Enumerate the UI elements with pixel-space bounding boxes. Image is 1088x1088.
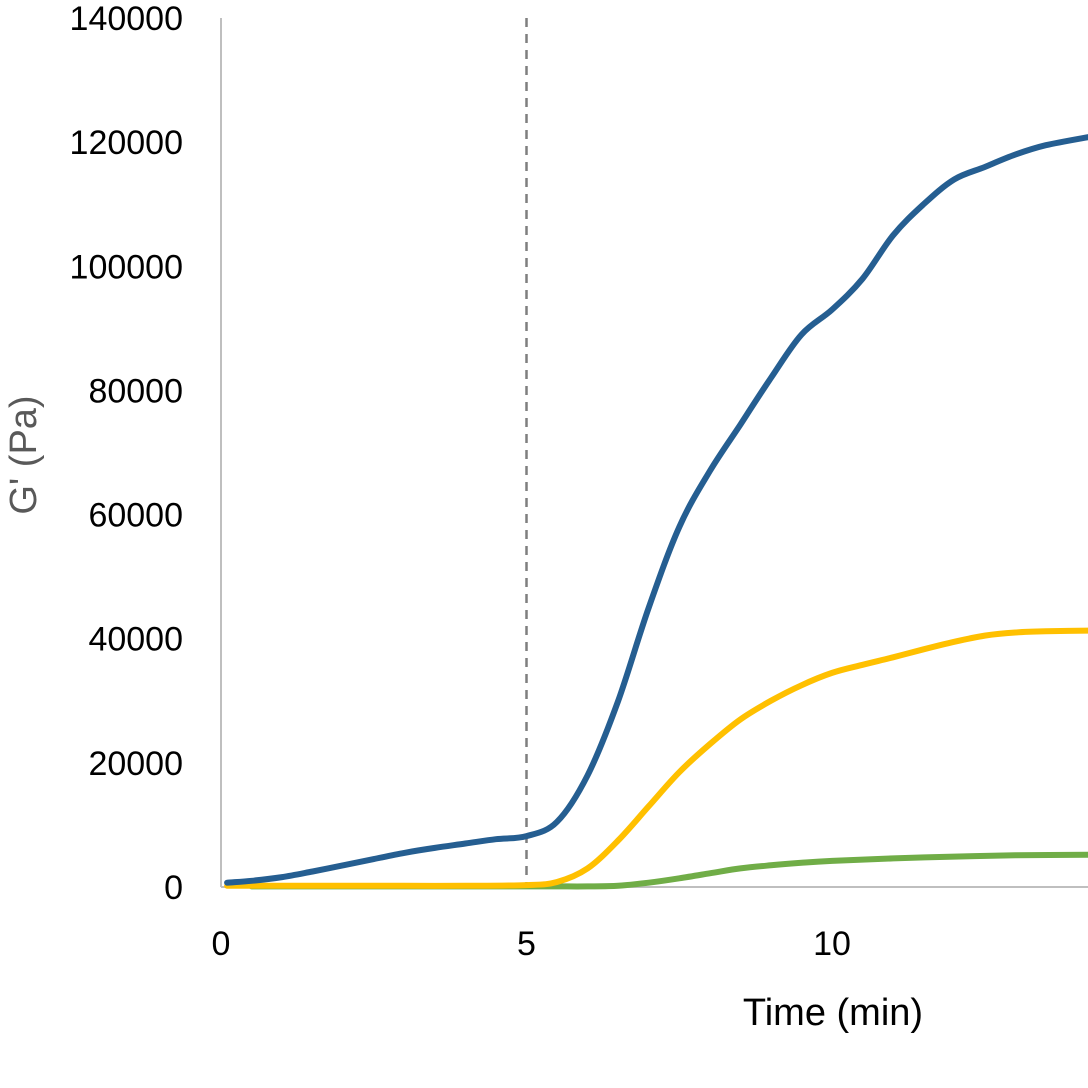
y-tick-label: 100000 [70,248,183,286]
x-tick-labels: 0 5 10 [212,925,851,963]
y-tick-label: 20000 [88,745,183,783]
y-tick-labels: 0 20000 40000 60000 80000 100000 120000 140000 [70,0,183,907]
y-tick-label: 140000 [70,0,183,38]
x-tick-label: 5 [517,925,536,963]
y-tick-label: 80000 [88,372,183,410]
x-axis-title: Time (min) [743,992,923,1034]
x-tick-label: 10 [813,925,851,963]
y-tick-label: 40000 [88,621,183,659]
y-tick-label: 120000 [70,124,183,162]
y-tick-label: 60000 [88,497,183,535]
series-line-1 [224,134,1088,886]
series-layer [224,134,1088,890]
x-tick-label: 0 [212,925,231,963]
y-axis-title: G' (Pa) [3,395,45,514]
series-line-2 [224,627,1088,889]
y-tick-label: 0 [164,869,183,907]
